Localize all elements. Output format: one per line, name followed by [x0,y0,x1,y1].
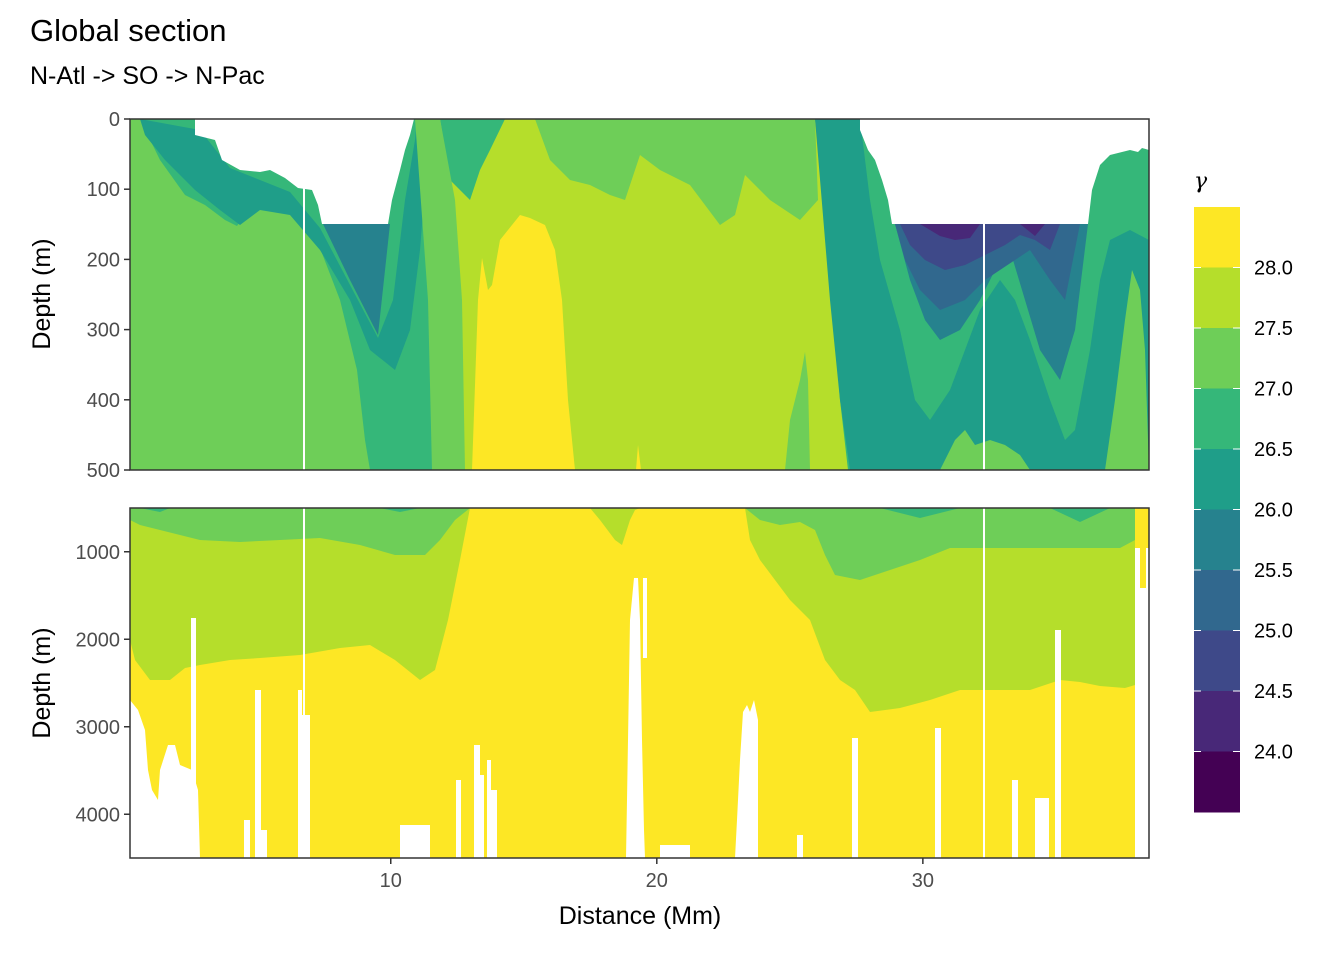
x-tick-label: 30 [912,870,934,892]
lower-y-axis: 1000 2000 3000 4000 [76,542,130,826]
x-tick-label: 10 [380,870,402,892]
legend-swatch [1194,509,1240,571]
legend-swatch [1194,570,1240,631]
upper-panel-border [129,118,1150,471]
legend-swatch [1194,267,1240,329]
legend-swatch [1194,449,1240,510]
legend-swatch [1194,691,1240,752]
chart-title: Global section [30,13,226,48]
upper-y-axis: 0 100 200 300 400 500 [87,109,130,482]
y-axis-title-lower: Depth (m) [28,627,56,738]
legend-break-label: 26.0 [1254,500,1293,522]
legend-break-label: 27.0 [1254,379,1293,401]
y-tick-label: 2000 [76,629,121,651]
legend-swatch [1194,630,1240,692]
lower-panel-border [129,507,1150,859]
x-axis-title: Distance (Mm) [559,902,722,930]
y-tick-label: 0 [109,109,120,131]
legend-break-label: 28.0 [1254,258,1293,280]
y-tick-label: 1000 [76,542,121,564]
x-axis: 10 20 30 [380,858,934,892]
y-tick-label: 200 [87,249,120,271]
legend-swatch [1194,207,1240,268]
y-tick-label: 100 [87,179,120,201]
upper-panel: 0 100 200 300 400 500 [87,109,1150,482]
y-tick-label: 4000 [76,804,121,826]
legend-labels: 28.0 27.5 27.0 26.5 26.0 25.5 25.0 24.5 24.0 [1254,258,1293,764]
y-tick-label: 500 [87,460,120,482]
legend-break-label: 25.0 [1254,621,1293,643]
legend-swatch [1194,388,1240,450]
y-tick-label: 400 [87,390,120,412]
lower-panel-field [130,508,1149,858]
legend-break-label: 26.5 [1254,439,1293,461]
legend: γ 28.0 27.5 27.0 26.5 26.0 25.5 25.0 24.5 24.0 [1194,169,1293,813]
y-axis-title-upper: Depth (m) [28,238,56,349]
y-tick-label: 300 [87,320,120,342]
legend-break-label: 24.0 [1254,742,1293,764]
chart-subtitle: N-Atl -> SO -> N-Pac [30,62,265,90]
x-tick-label: 20 [646,870,668,892]
legend-colorbar [1194,207,1240,813]
legend-swatch [1194,751,1240,813]
lower-panel: 1000 2000 3000 4000 [76,507,1150,859]
legend-break-label: 27.5 [1254,318,1293,340]
legend-title: γ [1194,169,1208,194]
upper-panel-field [130,119,1149,470]
legend-break-label: 25.5 [1254,560,1293,582]
legend-break-label: 24.5 [1254,681,1293,703]
y-tick-label: 3000 [76,717,121,739]
legend-swatch [1194,328,1240,389]
